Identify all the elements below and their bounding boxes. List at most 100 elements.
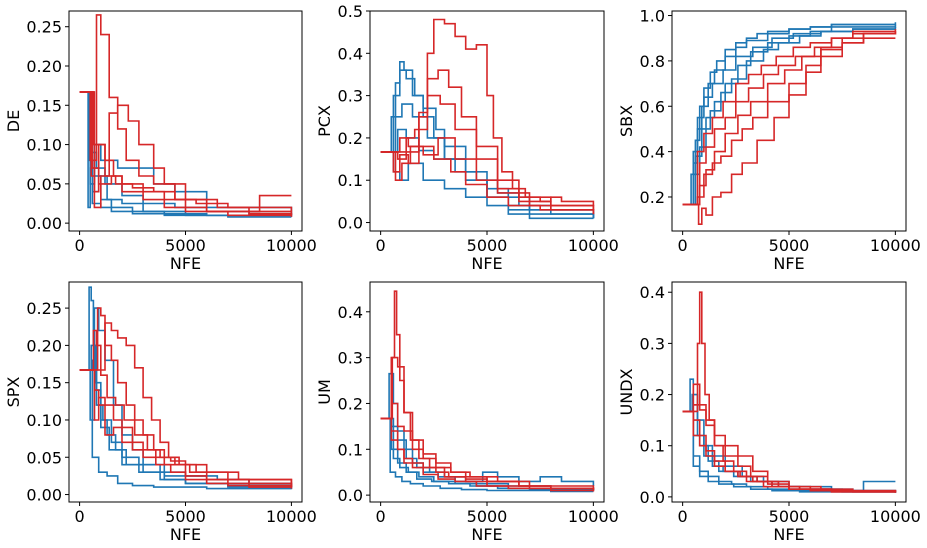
- series-line-blue-2: [689, 23, 896, 206]
- series-line-red-8: [380, 94, 595, 215]
- series-line-blue-4: [79, 369, 293, 490]
- y-axis-label: UNDX: [617, 368, 636, 415]
- x-tick-label: 10000: [870, 236, 921, 255]
- x-tick-label: 5000: [467, 236, 508, 255]
- series-line-blue-4: [79, 91, 293, 216]
- series-line-red-10: [682, 31, 897, 206]
- x-axis-label: NFE: [471, 525, 502, 544]
- y-tick-label: 0.2: [640, 386, 665, 405]
- series-line-red-10: [380, 417, 595, 492]
- series-line-blue-5: [682, 410, 897, 493]
- x-tick-label: 0: [678, 507, 688, 526]
- series-line-red-8: [682, 383, 897, 492]
- y-tick-label: 0.25: [26, 18, 62, 37]
- y-axis-label: PCX: [315, 105, 334, 137]
- x-axis-label: NFE: [773, 254, 804, 273]
- subplot-de: 0 5000 10000 0.00 0.05 0.10 0.15 0.20 0.25 NFE DE: [4, 10, 317, 273]
- series-line-blue-4: [689, 26, 897, 206]
- series-line-red-7: [682, 31, 897, 206]
- axes-frame: [369, 281, 605, 503]
- y-tick-label: 0.3: [338, 87, 363, 106]
- subplot-um: 0 5000 10000 0.0 0.1 0.2 0.3 0.4 NFE UM: [315, 281, 619, 544]
- y-tick-label: 0.20: [26, 57, 62, 76]
- series-line-red-7: [79, 307, 293, 488]
- series-line-red-8: [79, 329, 293, 488]
- y-tick-label: 0.05: [26, 175, 62, 194]
- x-tick-label: 0: [74, 507, 84, 526]
- series-group: [79, 14, 293, 218]
- y-tick-label: 0.25: [26, 299, 62, 318]
- x-tick-label: 0: [376, 507, 386, 526]
- y-tick-label: 0.15: [26, 96, 62, 115]
- y-tick-label: 0.8: [640, 52, 665, 71]
- series-line-red-9: [380, 145, 595, 215]
- y-tick-label: 0.2: [338, 129, 363, 148]
- y-tick-label: 0.1: [338, 440, 363, 459]
- y-tick-label: 0.10: [26, 411, 62, 430]
- subplot-spx: 0 5000 10000 0.00 0.05 0.10 0.15 0.20 0.25 NFE SPX: [4, 281, 317, 544]
- y-tick-label: 0.05: [26, 448, 62, 467]
- series-line-red-10: [682, 410, 897, 493]
- x-tick-label: 5000: [165, 236, 206, 255]
- series-line-red-9: [79, 369, 293, 488]
- series-line-blue-1: [689, 22, 897, 206]
- subplot-sbx: 0 5000 10000 0.2 0.4 0.6 0.8 1.0 NFE SBX: [617, 7, 921, 273]
- axes-frame: [671, 10, 907, 232]
- series-group: [682, 291, 897, 493]
- x-tick-label: 5000: [769, 507, 810, 526]
- series-line-red-10: [380, 137, 595, 210]
- series-line-red-10: [79, 369, 293, 489]
- y-tick-label: 0.6: [640, 97, 665, 116]
- y-tick-label: 0.0: [640, 488, 665, 507]
- axes-frame: [671, 281, 907, 503]
- series-group: [380, 18, 595, 220]
- y-tick-label: 0.4: [640, 283, 665, 302]
- x-tick-label: 5000: [467, 507, 508, 526]
- x-tick-label: 10000: [266, 236, 317, 255]
- y-tick-label: 0.4: [338, 44, 363, 63]
- y-tick-label: 0.0: [338, 486, 363, 505]
- x-tick-label: 0: [74, 236, 84, 255]
- y-axis-label: SPX: [4, 377, 23, 408]
- x-axis-label: NFE: [773, 525, 804, 544]
- series-line-red-8: [79, 91, 293, 212]
- subplot-pcx: 0 5000 10000 0.0 0.1 0.2 0.3 0.4 0.5 NFE PCX: [315, 2, 619, 273]
- series-line-red-9: [79, 91, 292, 213]
- y-axis-label: UM: [315, 379, 334, 405]
- x-tick-label: 0: [678, 236, 688, 255]
- y-tick-label: 0.2: [338, 394, 363, 413]
- x-tick-label: 0: [376, 236, 386, 255]
- y-tick-label: 0.00: [26, 214, 62, 233]
- y-tick-label: 0.1: [640, 437, 665, 456]
- x-tick-label: 10000: [568, 236, 619, 255]
- y-axis-label: DE: [4, 110, 23, 132]
- y-tick-label: 0.1: [338, 171, 363, 190]
- x-tick-label: 5000: [769, 236, 810, 255]
- series-line-blue-3: [689, 24, 897, 206]
- series-group: [79, 286, 293, 490]
- x-axis-label: NFE: [170, 525, 201, 544]
- series-group: [682, 22, 897, 225]
- x-axis-label: NFE: [170, 254, 201, 273]
- series-line-blue-2: [380, 417, 594, 493]
- series-group: [380, 290, 595, 493]
- subplot-undx: 0 5000 10000 0.0 0.1 0.2 0.3 0.4 NFE UNDX: [617, 281, 921, 544]
- y-tick-label: 0.10: [26, 136, 62, 155]
- x-tick-label: 10000: [266, 507, 317, 526]
- series-line-red-9: [682, 32, 896, 206]
- y-tick-label: 0.3: [338, 349, 363, 368]
- x-axis-label: NFE: [471, 254, 502, 273]
- y-tick-label: 0.00: [26, 486, 62, 505]
- series-line-red-7: [380, 356, 595, 490]
- y-tick-label: 0.0: [338, 214, 363, 233]
- y-tick-label: 0.2: [640, 188, 665, 207]
- series-line-red-7: [682, 404, 897, 492]
- y-tick-label: 0.20: [26, 336, 62, 355]
- y-tick-label: 0.15: [26, 374, 62, 393]
- y-axis-label: SBX: [617, 105, 636, 137]
- y-tick-label: 0.3: [640, 334, 665, 353]
- x-tick-label: 10000: [568, 507, 619, 526]
- x-tick-label: 5000: [165, 507, 206, 526]
- y-tick-label: 0.4: [338, 303, 363, 322]
